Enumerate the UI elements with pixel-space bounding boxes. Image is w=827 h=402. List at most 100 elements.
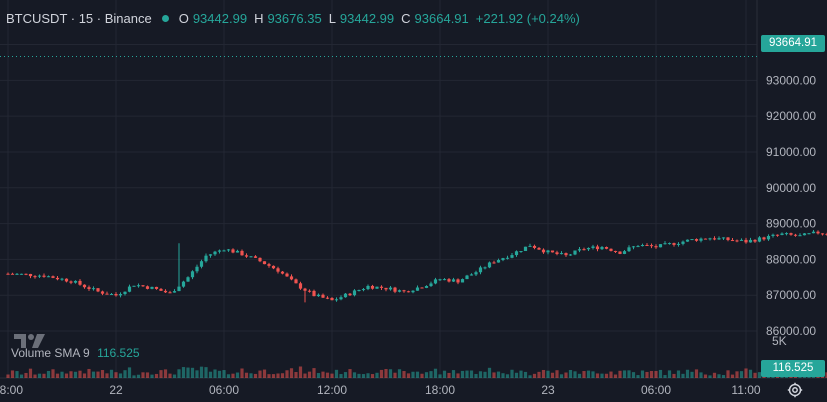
volume-bar [609,371,613,378]
volume-bar [258,370,262,378]
candle-body [591,246,595,248]
candles [6,230,827,303]
candle-body [109,293,114,295]
candle-body [91,288,96,290]
candle-body [744,239,748,243]
candle-body [379,286,384,288]
volume-bar [528,375,532,378]
volume-bar [460,370,465,378]
close-value: 93664.91 [414,10,469,26]
candle-body [627,247,631,252]
candle-body [78,280,82,285]
candle-body [685,239,690,242]
low-value: 93442.99 [339,10,395,26]
volume-bar [262,369,267,378]
volume-bar [721,375,726,378]
close-label: C [401,10,411,26]
candle-body [145,286,150,289]
candle-body [807,233,811,235]
candle-body [577,249,582,251]
candle-body [465,275,469,280]
volume-bar [334,369,339,378]
candle-body [289,276,294,280]
volume-bar [204,367,208,378]
volume-bar [366,373,370,378]
candle-body [334,299,339,301]
volume-bar [582,371,586,378]
symbol-label[interactable]: BTCUSDT · 15 · Binance [6,10,152,26]
candle-body [672,243,676,245]
volume-bar [69,371,73,378]
volume-bar [42,373,46,378]
candle-body [393,287,397,292]
volume-bar [267,374,271,378]
candle-body [433,279,438,284]
volume-bar [726,370,730,378]
candle-body [609,248,613,251]
candle-body [604,247,609,249]
volume-bar [150,374,154,378]
volume-bar [487,367,492,378]
candle-body [298,283,303,289]
candle-body [618,251,622,254]
volume-bar [28,368,33,378]
volume-bar [303,373,307,378]
volume-bar [145,372,150,378]
volume-bar [667,370,672,378]
candle-body [60,278,64,280]
candle-body [69,281,73,283]
candle-body [784,233,789,235]
volume-bar [622,370,627,378]
candle-body [780,233,784,235]
candle-body [537,247,541,250]
settings-button[interactable] [785,380,805,400]
candle-body [271,265,276,269]
candle-body [658,244,663,248]
volume-bar [37,373,42,378]
volume-bar [712,372,717,378]
volume-bar [573,371,577,378]
volume-bar [618,370,622,378]
volume-bar [393,372,397,378]
volume-bar [757,372,762,378]
volume-bar [240,368,244,378]
candle-body [739,239,744,241]
change-value: +221.92 (+0.24%) [475,10,580,26]
volume-bar [253,373,258,378]
candle-body [762,237,766,240]
volume-bar [231,373,235,378]
candle-body [532,245,537,248]
candle-body [222,250,226,252]
price-tick-label: 87000.00 [766,288,816,302]
candle-body [816,231,820,234]
candle-body [100,291,105,294]
candle-body [87,287,91,289]
candle-body [195,266,199,272]
volume-legend[interactable]: Volume SMA 9 116.525 [11,346,140,360]
candle-body [294,279,298,284]
candle-body [681,241,685,244]
volume-bar [825,372,827,378]
candle-body [559,253,564,255]
volume-bar [442,370,447,378]
candle-body [168,292,172,294]
volume-bar [595,373,600,378]
time-tick-label: 22 [109,383,123,397]
candle-body [190,271,195,278]
candle-body [712,238,717,240]
candle-body [163,290,168,293]
volume-bar [388,369,393,378]
candle-body [640,245,645,247]
candle-body [541,249,546,253]
volume-bar [438,374,442,378]
volume-bar [424,372,429,378]
price-tick-label: 90000.00 [766,181,816,195]
candle-body [325,297,330,299]
volume-bar [555,370,559,378]
volume-bar [627,370,631,378]
candle-body [64,278,69,282]
candle-body [663,243,667,245]
candle-body [123,291,127,295]
time-tick-label: 18:00 [0,383,23,397]
